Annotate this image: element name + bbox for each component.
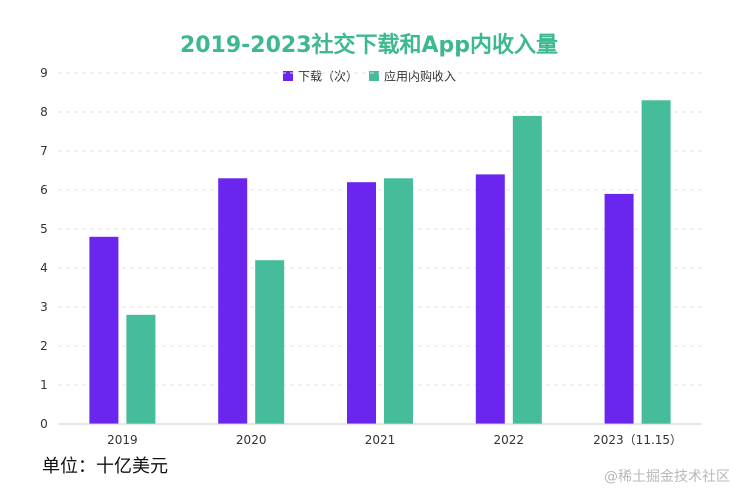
bar-downloads-3 xyxy=(475,174,505,424)
y-tick-label-6: 6 xyxy=(40,183,48,197)
legend-label-iap-revenue: 应用内购收入 xyxy=(384,69,456,84)
y-axis: 0 1 2 3 4 5 6 7 8 9 xyxy=(40,66,48,431)
chart-title: 2019-2023社交下载和App内收入量 xyxy=(180,32,558,58)
bars xyxy=(89,100,671,425)
y-tick-label-3: 3 xyxy=(40,300,48,314)
x-tick-label-4: 2023（11.15） xyxy=(593,433,682,447)
bar-iap-revenue-3 xyxy=(512,115,542,425)
y-tick-label-9: 9 xyxy=(40,66,48,80)
bar-iap-revenue-4 xyxy=(641,100,671,425)
y-tick-label-8: 8 xyxy=(40,105,48,119)
legend: 下载（次） 应用内购收入 xyxy=(283,69,456,84)
y-tick-label-2: 2 xyxy=(40,339,48,353)
x-tick-label-0: 2019 xyxy=(107,433,138,447)
y-tick-label-7: 7 xyxy=(40,144,48,158)
y-tick-label-4: 4 xyxy=(40,261,48,275)
legend-swatch-downloads xyxy=(283,71,293,81)
watermark: @稀土掘金技术社区 xyxy=(604,469,730,485)
bar-downloads-0 xyxy=(89,236,119,424)
y-tick-label-5: 5 xyxy=(40,222,48,236)
bar-iap-revenue-2 xyxy=(384,178,413,424)
y-tick-label-0: 0 xyxy=(40,417,48,431)
x-tick-label-3: 2022 xyxy=(494,433,525,447)
y-tick-label-1: 1 xyxy=(40,378,48,392)
x-tick-label-2: 2021 xyxy=(365,433,396,447)
x-axis: 2019 2020 2021 2022 2023（11.15） xyxy=(58,423,702,447)
x-tick-label-1: 2020 xyxy=(236,433,267,447)
bar-downloads-2 xyxy=(347,182,376,424)
bar-downloads-4 xyxy=(604,193,634,424)
gridlines xyxy=(58,72,702,386)
bar-iap-revenue-1 xyxy=(255,260,285,424)
bar-iap-revenue-0 xyxy=(126,314,156,424)
legend-label-downloads: 下载（次） xyxy=(298,70,358,84)
bar-downloads-1 xyxy=(218,178,248,424)
unit-note: 单位：十亿美元 xyxy=(42,456,168,477)
legend-swatch-iap-revenue xyxy=(369,71,379,81)
